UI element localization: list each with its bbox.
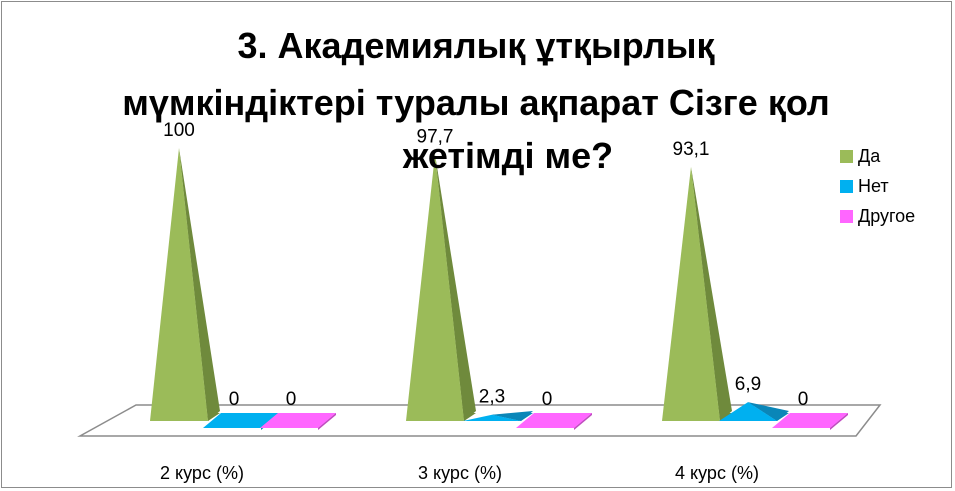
legend-swatch bbox=[840, 180, 853, 193]
bar-right-face bbox=[748, 402, 789, 421]
category-labels: 2 курс (%) 3 курс (%) 4 курс (%) bbox=[160, 463, 759, 483]
data-labels: 100 97,7 93,1 0 2,3 6,9 0 0 0 bbox=[163, 120, 808, 410]
bar-flat-edge bbox=[830, 413, 848, 430]
legend-swatch bbox=[840, 210, 853, 223]
bar-Нет-2 bbox=[463, 411, 533, 421]
bar-Другое-1 bbox=[260, 413, 336, 430]
legend-label: Другое bbox=[858, 206, 915, 226]
bar-front-face bbox=[662, 166, 720, 421]
data-label: 0 bbox=[286, 389, 297, 410]
bar-Да-2 bbox=[406, 154, 476, 422]
bar-Другое-2 bbox=[516, 413, 592, 430]
chart-title-line: жетімді ме? bbox=[402, 135, 613, 176]
legend-label: Да bbox=[858, 146, 881, 166]
legend-item-Нет: Нет bbox=[840, 176, 889, 196]
bar-flat-edge bbox=[574, 413, 592, 430]
bar-flat bbox=[260, 413, 336, 428]
bar-Да-1 bbox=[150, 148, 220, 421]
data-label: 2,3 bbox=[479, 387, 505, 408]
bar-Да-3 bbox=[662, 166, 732, 421]
data-label: 97,7 bbox=[417, 126, 454, 147]
bar-right-face bbox=[691, 166, 732, 421]
legend: Да Нет Другое bbox=[840, 146, 915, 226]
bar-Другое-3 bbox=[772, 413, 848, 430]
category-label: 2 курс (%) bbox=[160, 463, 244, 483]
bar-flat-edge bbox=[318, 413, 336, 430]
chart-marks bbox=[150, 148, 848, 430]
legend-swatch bbox=[840, 150, 853, 163]
bar-flat bbox=[516, 413, 592, 428]
chart-title-line: 3. Академиялық ұтқырлық bbox=[238, 25, 716, 66]
data-label: 93,1 bbox=[673, 139, 710, 160]
chart-title-line: мүмкіндіктері туралы ақпарат Сізге қол bbox=[122, 82, 830, 123]
legend-label: Нет bbox=[858, 176, 889, 196]
bar-front-face bbox=[463, 414, 521, 421]
legend-item-Другое: Другое bbox=[840, 206, 915, 226]
bar-right-face bbox=[435, 154, 476, 422]
bar-Нет-3 bbox=[719, 402, 789, 421]
category-label: 3 курс (%) bbox=[418, 463, 502, 483]
bar-right-face bbox=[492, 411, 533, 421]
data-label: 0 bbox=[798, 389, 809, 410]
bar-right-face bbox=[179, 148, 220, 421]
bar-front-face bbox=[150, 148, 208, 421]
data-label: 100 bbox=[163, 120, 195, 141]
chart-title: 3. Академиялық ұтқырлық мүмкіндіктері тур… bbox=[122, 25, 830, 176]
bar-flat bbox=[772, 413, 848, 428]
data-label: 6,9 bbox=[735, 374, 761, 395]
legend-item-Да: Да bbox=[840, 146, 881, 166]
bar-front-face bbox=[719, 402, 777, 421]
data-label: 0 bbox=[229, 389, 240, 410]
bar-front-face bbox=[406, 154, 464, 422]
category-label: 4 курс (%) bbox=[675, 463, 759, 483]
data-label: 0 bbox=[542, 389, 553, 410]
bar-flat bbox=[203, 413, 279, 428]
